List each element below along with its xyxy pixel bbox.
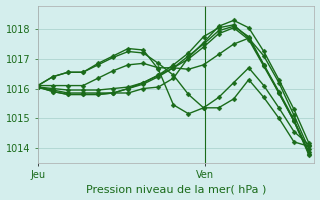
X-axis label: Pression niveau de la mer( hPa ): Pression niveau de la mer( hPa ) — [86, 184, 266, 194]
